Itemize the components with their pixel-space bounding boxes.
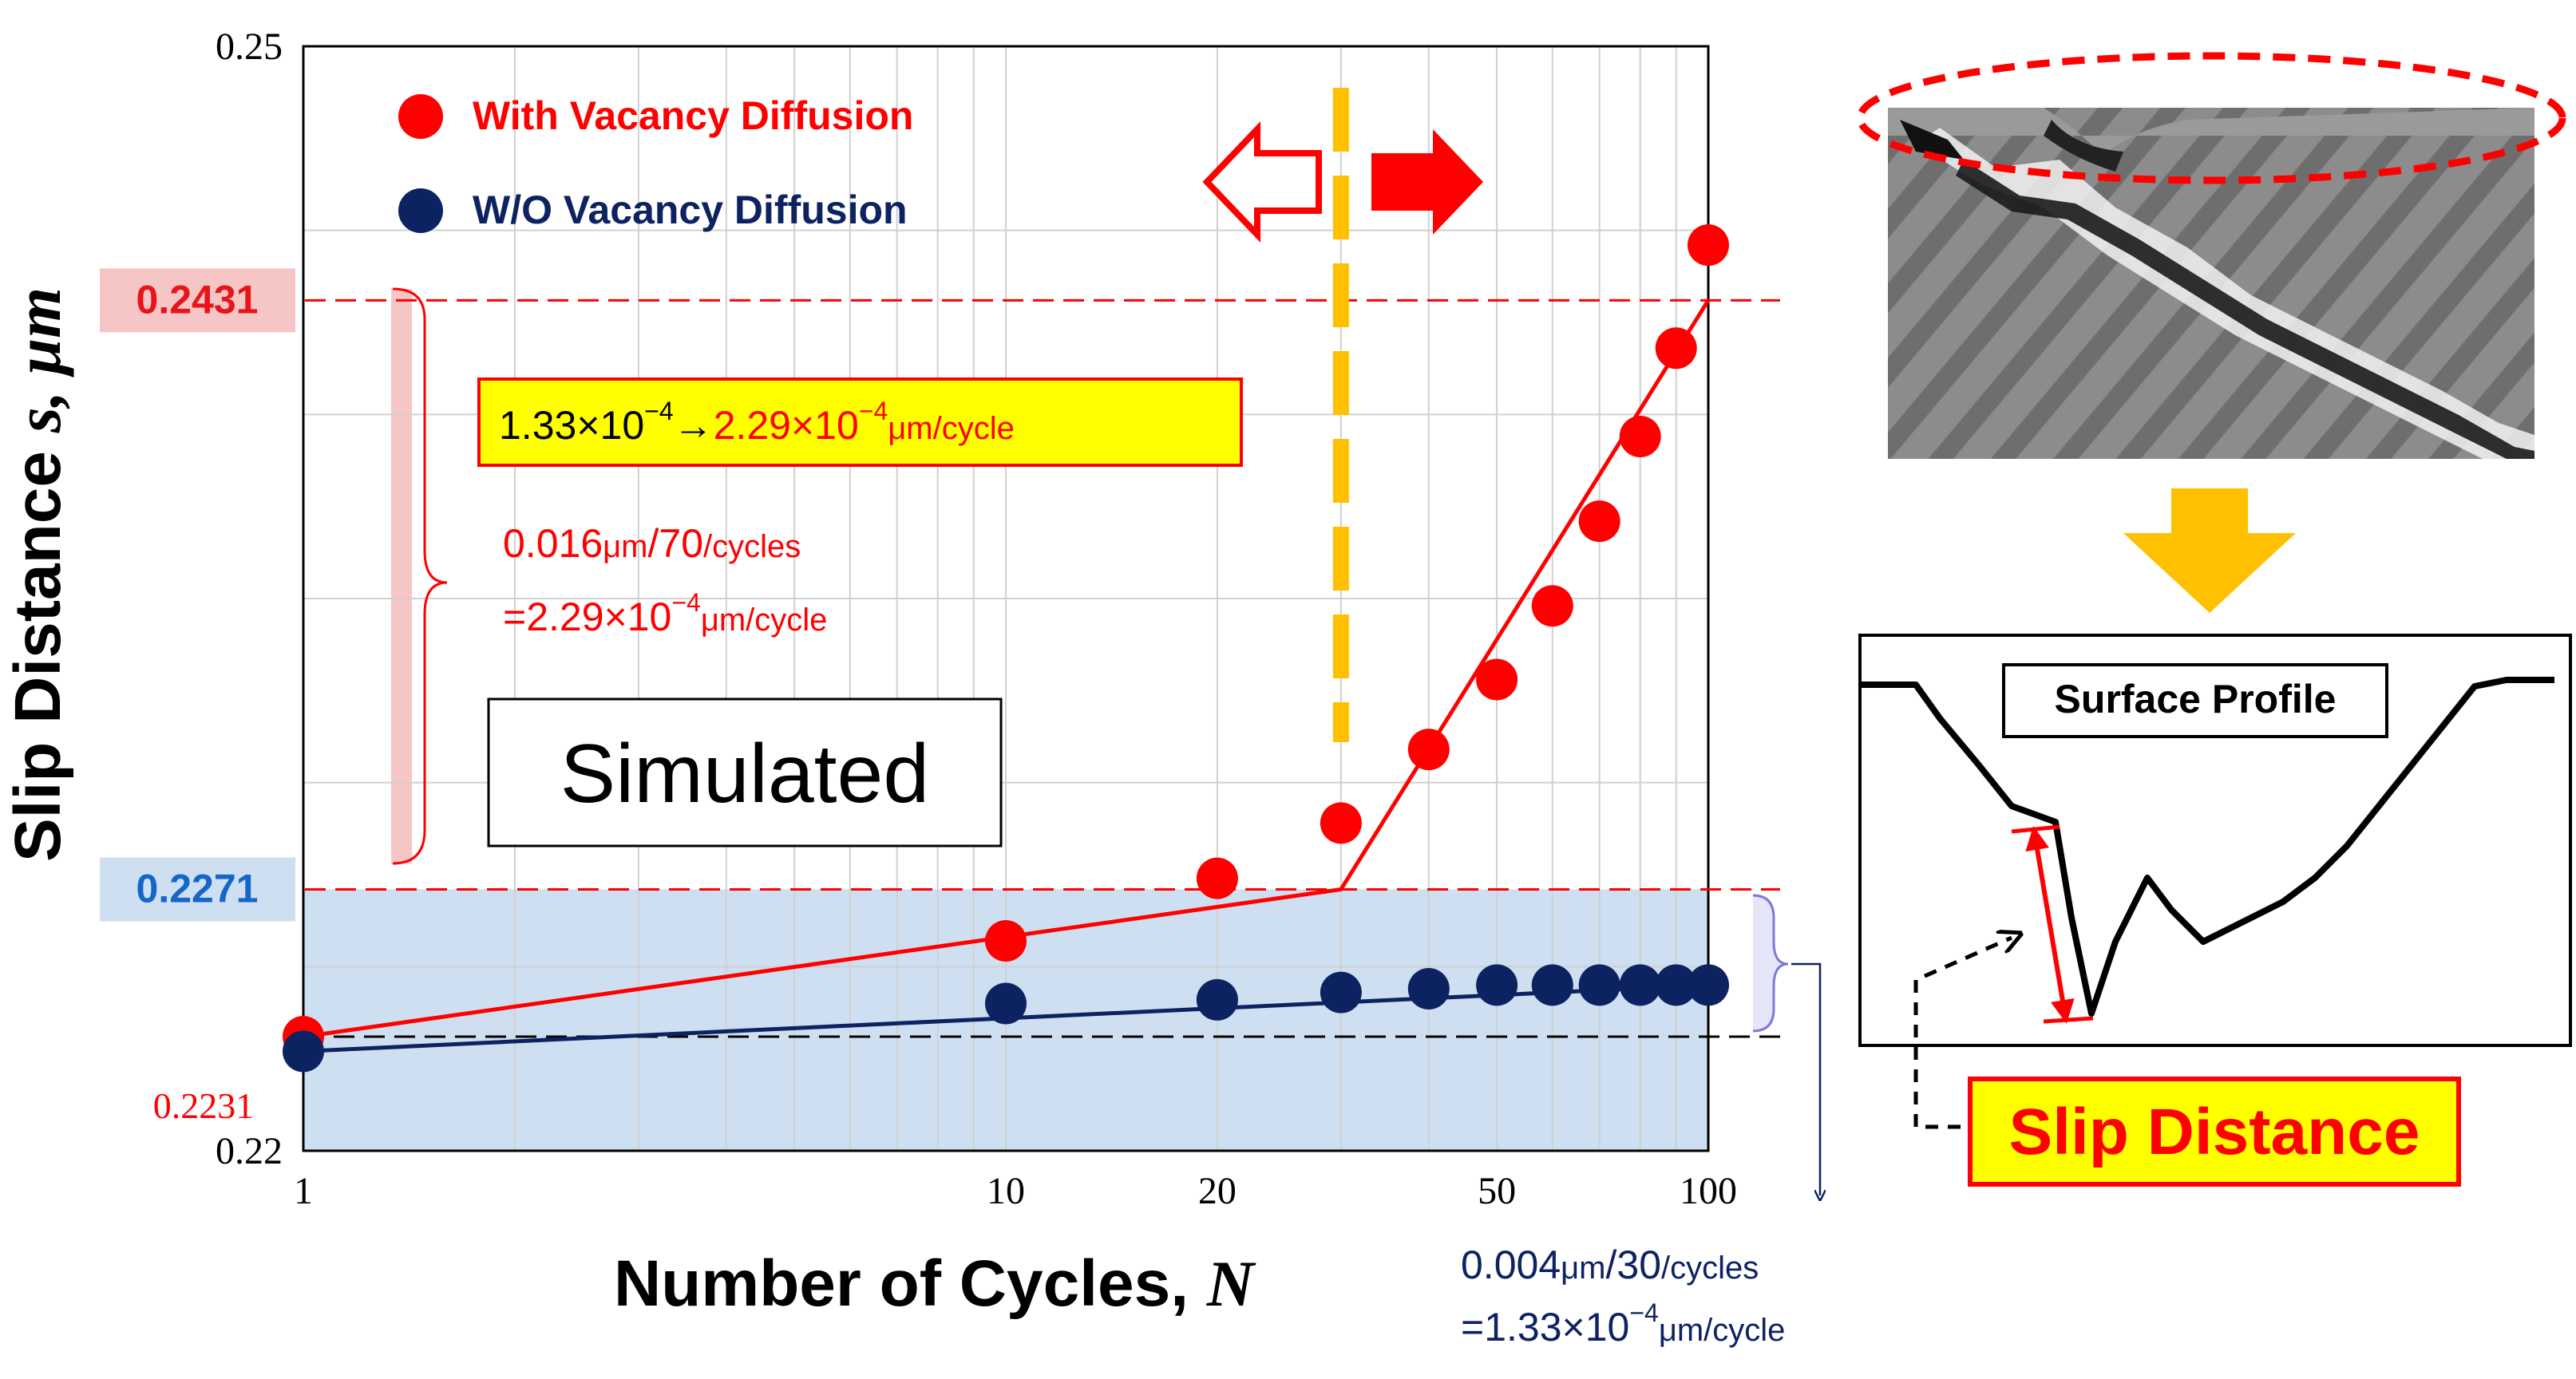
without-vacancy-point: [1407, 968, 1450, 1010]
with-vacancy-point: [1476, 658, 1518, 701]
with-vacancy-point: [1531, 585, 1573, 627]
with-vacancy-point: [1655, 327, 1697, 369]
blue-rate-line1: 0.004μm/30/cycles: [1461, 1243, 1759, 1287]
reference-line-labels: 0.2431 0.2271 0.2231: [100, 268, 295, 1126]
red-rate-line2: =2.29×10−4μm/cycle: [503, 588, 827, 639]
y-tick-labels: 0.22 0.25: [216, 26, 283, 1172]
red-rate-line1: 0.016μm/70/cycles: [503, 521, 801, 566]
ref-label-middle-box: [100, 857, 295, 922]
left-arrow-icon: [1202, 121, 1322, 243]
ref-label-upper-box: [100, 268, 295, 333]
y-axis-title: Slip Distance s, μm: [2, 287, 74, 862]
red-brace: [392, 287, 448, 865]
surface-profile-curve: [1862, 677, 2554, 1017]
data-points: [283, 224, 1729, 1073]
with-vacancy-point: [1407, 729, 1450, 771]
with-vacancy-point: [1688, 224, 1729, 267]
without-vacancy-point: [283, 1030, 324, 1073]
plot-frame: [302, 45, 1710, 1152]
without-vacancy-point: [1476, 964, 1518, 1006]
without-vacancy-point: [985, 982, 1027, 1025]
with-vacancy-point: [985, 920, 1027, 962]
simulated-box: [487, 697, 1003, 848]
surface-profile-label-box: [2002, 663, 2388, 738]
x-tick-label: 10: [987, 1170, 1025, 1212]
rate-box-text: 1.33×10−4→2.29×10−4μm/cycle: [499, 397, 1015, 448]
without-vacancy-point: [1531, 964, 1573, 1006]
ref-label-upper: 0.2431: [137, 277, 259, 322]
slip-distance-label: Slip Distance: [2009, 1096, 2420, 1168]
y-tick-label: 0.25: [216, 26, 283, 68]
blue-callout-connector: [1791, 962, 1820, 1195]
without-vacancy-point: [1320, 971, 1362, 1014]
rate-box: [477, 377, 1243, 467]
fit-line-0: [303, 298, 1711, 1039]
slip-measure-cap-bottom: [2043, 1016, 2094, 1024]
blue-brace: [1752, 894, 1789, 1033]
slip-distance-leader: [1913, 938, 2012, 1129]
without-vacancy-point: [1655, 964, 1697, 1006]
x-tick-label: 100: [1680, 1170, 1737, 1212]
slip-measure-cap-top: [2011, 824, 2060, 834]
x-tick-label: 50: [1478, 1170, 1516, 1212]
ref-label-middle: 0.2271: [137, 866, 259, 911]
right-arrow-icon: [1371, 129, 1483, 235]
simulated-label: Simulated: [560, 728, 929, 820]
without-vacancy-point: [1619, 964, 1661, 1006]
with-vacancy-point: [1196, 857, 1238, 899]
without-vacancy-point: [1196, 978, 1238, 1021]
with-vacancy-point: [1619, 416, 1661, 458]
x-axis-title: Number of Cycles, N: [614, 1247, 1256, 1320]
ref-label-lower: 0.2231: [153, 1085, 255, 1126]
slip-measure-arrow: [2025, 826, 2075, 1024]
down-arrow-icon: [2123, 488, 2296, 613]
without-vacancy-point: [1688, 964, 1729, 1006]
micrograph-image: [1888, 108, 2534, 459]
x-tick-label: 20: [1198, 1170, 1237, 1212]
legend-label-without-vacancy: W/O Vacancy Diffusion: [473, 188, 908, 232]
x-tick-labels: 1 10 20 50 100: [294, 1170, 1737, 1212]
reference-lines: [214, 298, 1780, 1038]
legend-label-with-vacancy: With Vacancy Diffusion: [473, 93, 913, 138]
legend-marker-with-vacancy: [398, 94, 443, 139]
surface-profile-label: Surface Profile: [2055, 677, 2337, 721]
y-tick-label: 0.22: [216, 1130, 283, 1172]
with-vacancy-point: [1578, 500, 1620, 543]
pink-increment-band: [391, 289, 412, 863]
surface-highlight-ellipse: [1856, 52, 2566, 184]
slip-distance-label-box: [1968, 1077, 2461, 1187]
x-tick-label: 1: [294, 1170, 313, 1212]
without-vacancy-point: [1578, 964, 1620, 1006]
with-vacancy-point: [1320, 802, 1362, 844]
blue-rate-line2: =1.33×10−4μm/cycle: [1461, 1298, 1785, 1349]
legend-marker-without-vacancy: [398, 188, 443, 233]
